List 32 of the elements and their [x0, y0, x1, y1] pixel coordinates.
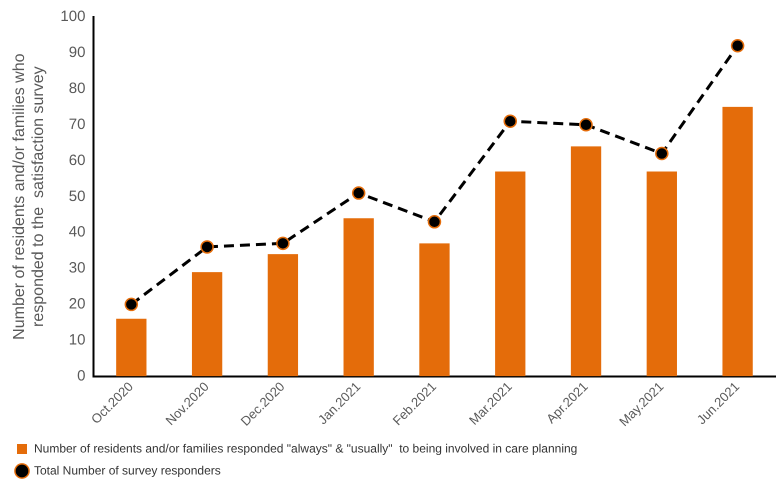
bar	[116, 318, 146, 376]
point	[504, 114, 517, 128]
y-axis-title: Number of residents and/or families who responded to the satisfaction survey	[11, 53, 48, 340]
y-tick-label: 0	[77, 367, 86, 384]
point	[579, 118, 593, 132]
bar	[344, 218, 374, 376]
bar	[570, 146, 602, 376]
bar	[722, 106, 753, 376]
y-tick-label: 70	[68, 116, 86, 133]
point	[200, 240, 214, 254]
point	[276, 236, 290, 250]
y-tick-label: 30	[68, 260, 86, 277]
legend-label: Number of residents and/or families responded "always" & "usually" to being involved in care planning	[34, 441, 578, 456]
y-tick-label: 50	[68, 188, 86, 205]
point	[352, 186, 366, 200]
point	[124, 298, 138, 312]
y-tick-label: 10	[68, 331, 86, 348]
y-tick-label: 40	[68, 224, 86, 241]
y-tick-label: 20	[68, 296, 86, 313]
point	[655, 146, 669, 160]
y-tick-label: 90	[68, 44, 86, 62]
bar	[495, 171, 526, 376]
y-tick-label: 80	[68, 80, 86, 97]
y-tick-label: 100	[60, 8, 86, 26]
point	[428, 215, 442, 229]
legend-label: Total Number of survey responders	[34, 463, 221, 478]
bar	[419, 243, 450, 376]
point	[730, 38, 744, 52]
y-tick-label: 60	[68, 152, 86, 169]
bar	[192, 272, 222, 376]
bar	[268, 254, 298, 376]
bar	[646, 171, 677, 376]
